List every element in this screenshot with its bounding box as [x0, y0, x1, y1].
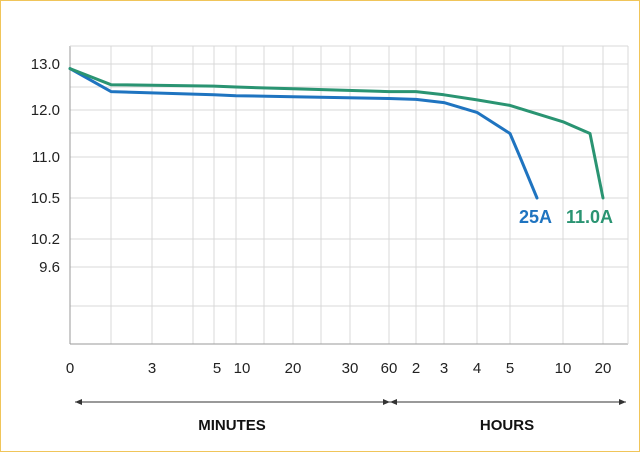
x-tick-label: 0: [66, 360, 74, 377]
x-tick-label: 5: [506, 360, 514, 377]
x-tick-label: 3: [148, 360, 156, 377]
x-tick-label: 4: [473, 360, 481, 377]
x-tick-label: 10: [234, 360, 251, 377]
section-label: MINUTES: [198, 417, 266, 434]
x-tick-label: 2: [412, 360, 420, 377]
arrowhead-right: [619, 399, 626, 405]
series-label-0: 25A: [519, 207, 552, 227]
y-tick-label: 9.6: [39, 259, 60, 276]
arrowhead-right: [383, 399, 390, 405]
y-tick-label: 13.0: [31, 56, 60, 73]
series-line-0: [68, 67, 539, 200]
y-tick-label: 12.0: [31, 102, 60, 119]
x-tick-label: 3: [440, 360, 448, 377]
y-tick-label: 10.2: [31, 231, 60, 248]
arrowhead-left: [390, 399, 397, 405]
series-label-1: 11.0A: [566, 207, 613, 227]
series-line-1: [68, 67, 605, 200]
x-tick-label: 60: [381, 360, 398, 377]
section-label: HOURS: [480, 417, 534, 434]
x-tick-label: 10: [555, 360, 572, 377]
x-tick-labels: 0 3 5 10 20 30 60 2 3 4 5 10 20: [66, 360, 612, 377]
y-tick-label: 11.0: [32, 149, 60, 166]
y-tick-labels: 13.0 12.0 11.0 10.5 10.2 9.6: [31, 56, 60, 276]
x-tick-label: 20: [595, 360, 612, 377]
x-tick-label: 5: [213, 360, 221, 377]
x-tick-label: 30: [342, 360, 359, 377]
arrowhead-left: [75, 399, 82, 405]
series-labels: 25A 11.0A: [519, 207, 613, 227]
x-sections: MINUTES HOURS: [75, 399, 626, 434]
y-tick-label: 10.5: [31, 190, 60, 207]
x-tick-label: 20: [285, 360, 302, 377]
series-lines: [68, 67, 605, 200]
